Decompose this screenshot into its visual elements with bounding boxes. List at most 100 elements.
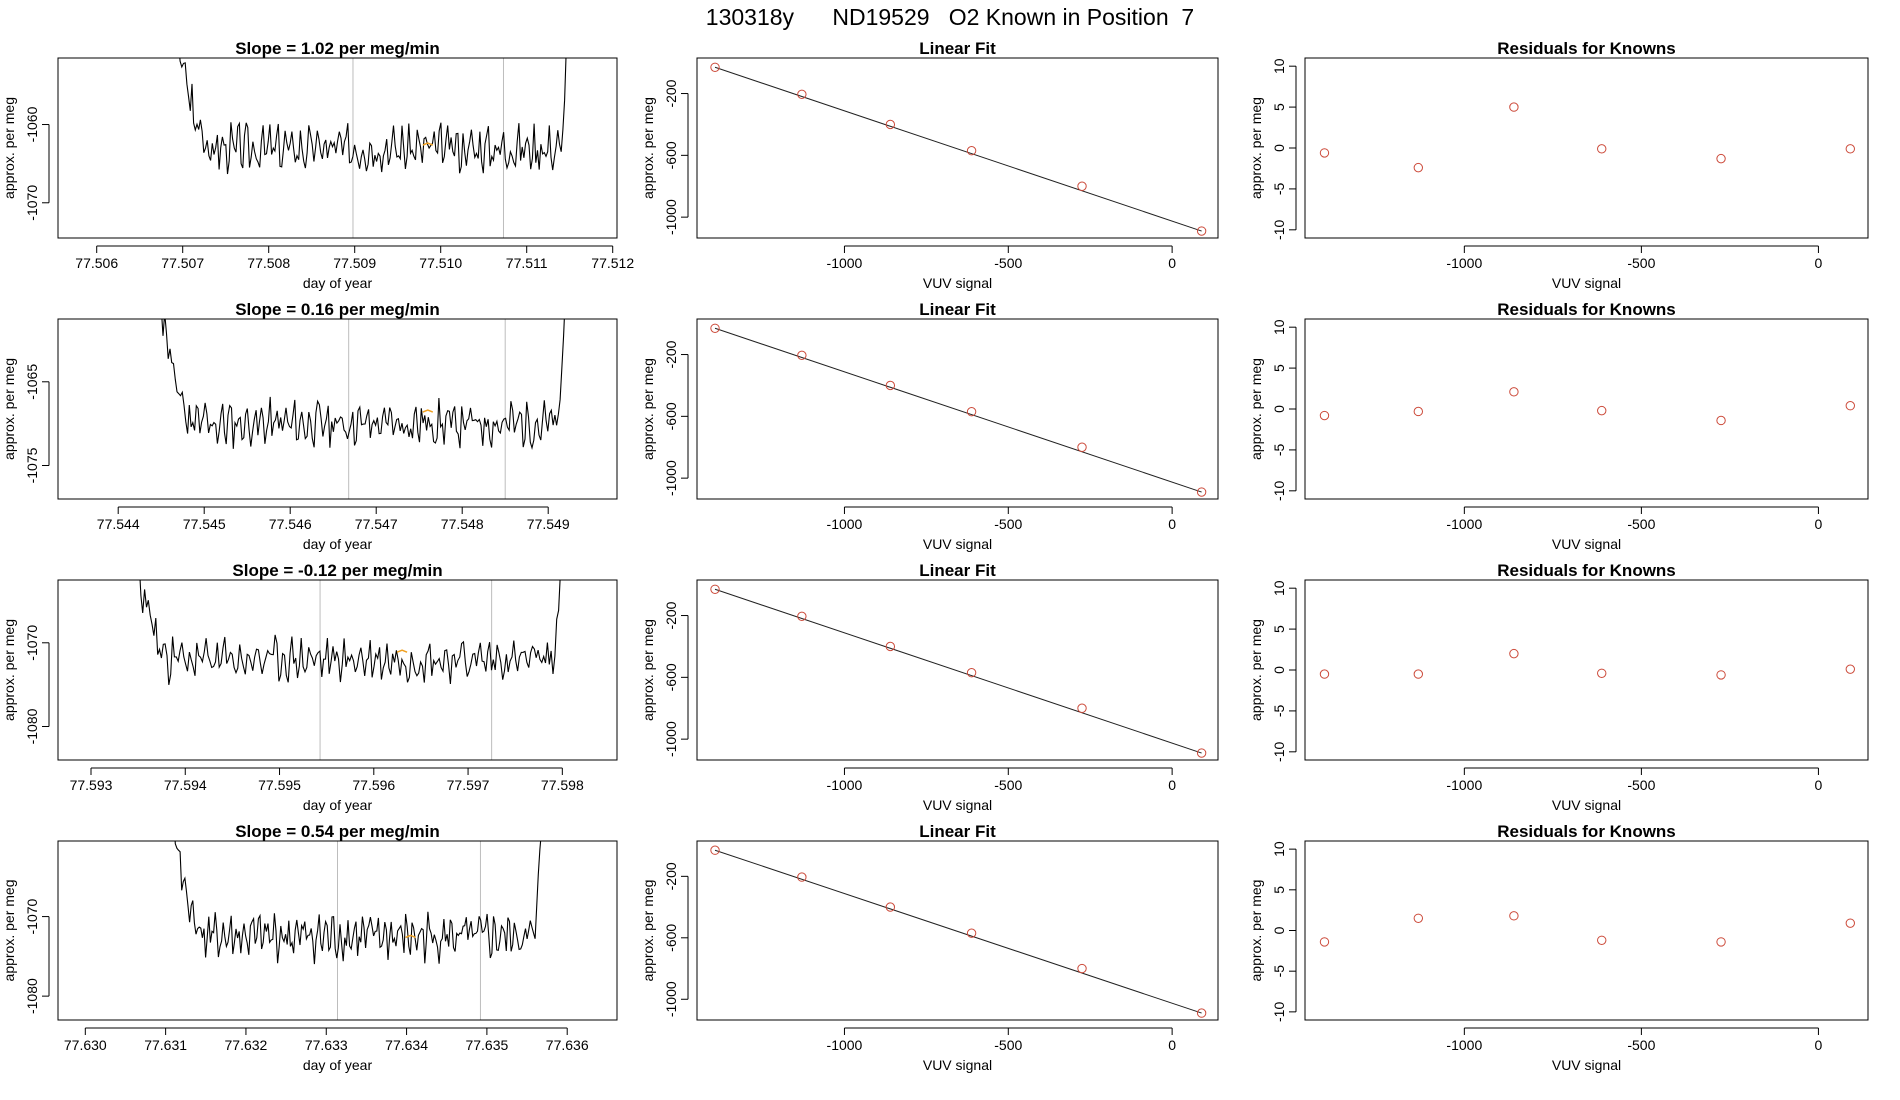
panel-1-1-x-tick-label-1: -500 — [994, 516, 1022, 532]
panel-3-2-ylabel: approx. per meg — [1248, 880, 1264, 982]
panel-1-0-ylabel: approx. per meg — [1, 358, 17, 460]
panel-0-1-point-4 — [1077, 181, 1087, 191]
panel-2-2-ylabel: approx. per meg — [1248, 619, 1264, 721]
panel-1-1-x-tick-label-2: 0 — [1168, 516, 1176, 532]
panel-1-1-point-4 — [1077, 442, 1087, 452]
panel-2-0-trace — [139, 580, 561, 685]
panel-1-2-point-3 — [1597, 405, 1607, 416]
panel-2-0-x-tick-label-3: 77.596 — [352, 777, 395, 793]
panel-0-2-y-tick-label-1: 5 — [1271, 103, 1287, 111]
panel-3-2-point-1 — [1413, 913, 1424, 923]
panel-1-0-x-tick-label-5: 77.549 — [527, 516, 570, 532]
panel-1-2-y-tick-label-0: 10 — [1271, 319, 1287, 335]
panel-0-2-point-1 — [1413, 162, 1424, 173]
panel-0-0-frame — [57, 57, 618, 239]
panel-0-0-x-tick-label-5: 77.511 — [506, 255, 548, 271]
panel-0-2-x-tick-label-0: -1000 — [1446, 255, 1482, 271]
panel-1-0-x-tick-label-0: 77.544 — [97, 516, 140, 532]
panel-2-0-x-tick-label-0: 77.593 — [70, 777, 113, 793]
panel-0-0-x-tick-label-6: 77.512 — [591, 255, 634, 271]
panel-1-1-ylabel: approx. per meg — [640, 358, 656, 460]
panel-0-1-frame — [696, 57, 1219, 239]
panel-3-1-ylabel: approx. per meg — [640, 880, 656, 982]
panel-0-0-x-tick-label-0: 77.506 — [75, 255, 118, 271]
panel-3-2-point-2 — [1509, 911, 1519, 921]
panel-1-2-x-tick-label-1: -500 — [1627, 516, 1655, 532]
page-title: 130318y ND19529 O2 Known in Position 7 — [705, 4, 1195, 30]
panel-2-0-x-tick-label-5: 77.598 — [541, 777, 584, 793]
panel-3-2-xlabel: VUV signal — [1552, 1057, 1621, 1073]
panel-1-2-point-4 — [1716, 415, 1726, 426]
panel-0-2-point-5 — [1845, 144, 1855, 154]
panel-0-2-title: Residuals for Knowns — [1497, 39, 1676, 58]
panel-0-1-x-tick-label-0: -1000 — [827, 255, 863, 271]
panel-0-1-ylabel: approx. per meg — [640, 97, 656, 199]
panel-0-0-x-tick-label-2: 77.508 — [247, 255, 290, 271]
panel-1-0-marker — [422, 409, 434, 413]
panel-2-0-frame — [57, 579, 618, 761]
panel-2-2-y-tick-label-3: -5 — [1271, 704, 1287, 717]
panel-1-1-y-tick-label-0: -200 — [663, 340, 679, 368]
panel-3-0-x-tick-label-2: 77.632 — [225, 1037, 268, 1053]
panel-2-0-marker — [396, 649, 408, 653]
panel-1-1-y-tick-label-2: -1000 — [663, 460, 679, 496]
panel-1-1-point-1 — [797, 350, 807, 361]
panel-2-1-x-tick-label-1: -500 — [994, 777, 1022, 793]
panel-2-1-y-tick-label-0: -200 — [663, 601, 679, 629]
panel-2-2-title: Residuals for Knowns — [1497, 561, 1676, 580]
panel-1-2-y-tick-label-1: 5 — [1271, 364, 1287, 372]
panel-3-1-point-2 — [885, 902, 896, 912]
panel-2-0-title: Slope = -0.12 per meg/min — [232, 561, 442, 580]
panel-2-2-y-tick-label-2: 0 — [1271, 666, 1287, 674]
panel-1-2-x-tick-label-0: -1000 — [1446, 516, 1482, 532]
panel-1-0-title: Slope = 0.16 per meg/min — [235, 300, 440, 319]
panel-3-2-y-tick-label-4: -10 — [1271, 1002, 1287, 1022]
panel-3-2-title: Residuals for Knowns — [1497, 822, 1676, 841]
panel-0-2-y-tick-label-2: 0 — [1271, 144, 1287, 152]
panel-3-2-y-tick-label-0: 10 — [1271, 841, 1287, 857]
panel-2-0-x-tick-label-4: 77.597 — [447, 777, 490, 793]
panel-2-2-y-tick-label-4: -10 — [1271, 741, 1287, 761]
panel-3-0-title: Slope = 0.54 per meg/min — [235, 822, 440, 841]
panel-1-0-xlabel: day of year — [303, 536, 373, 552]
panel-1-0-trace — [161, 319, 565, 451]
panel-3-2-x-tick-label-2: 0 — [1815, 1037, 1823, 1053]
panel-2-1-point-3 — [966, 668, 977, 678]
panel-1-2-xlabel: VUV signal — [1552, 536, 1621, 552]
panel-2-0-y-tick-label-1: -1080 — [24, 708, 40, 744]
panel-2-0-xlabel: day of year — [303, 797, 373, 813]
panel-3-0-x-tick-label-6: 77.636 — [546, 1037, 589, 1053]
panel-1-2-y-tick-label-3: -5 — [1271, 443, 1287, 456]
panel-1-1-frame — [696, 318, 1219, 500]
panel-1-2-title: Residuals for Knowns — [1497, 300, 1676, 319]
panel-2-2-x-tick-label-1: -500 — [1627, 777, 1655, 793]
panel-0-2-ylabel: approx. per meg — [1248, 97, 1264, 199]
panel-3-0-trace — [174, 841, 542, 965]
panel-0-0-trace — [179, 58, 567, 175]
panel-2-1-y-tick-label-2: -1000 — [663, 721, 679, 757]
panel-1-1-point-2 — [885, 380, 896, 391]
panel-0-0-title: Slope = 1.02 per meg/min — [235, 39, 440, 58]
panel-1-0-x-tick-label-3: 77.547 — [355, 516, 398, 532]
panel-0-2-x-tick-label-1: -500 — [1627, 255, 1655, 271]
panel-0-0-x-tick-label-4: 77.510 — [419, 255, 462, 271]
panel-3-1-point-0 — [710, 845, 720, 855]
panel-1-2-x-tick-label-2: 0 — [1815, 516, 1823, 532]
panel-3-1-fit-line — [714, 849, 1202, 1014]
panel-2-1-xlabel: VUV signal — [923, 797, 992, 813]
panel-2-2-point-3 — [1597, 668, 1607, 678]
panel-2-1-point-2 — [885, 641, 896, 652]
panel-0-2-frame — [1304, 57, 1869, 239]
panel-1-2-point-5 — [1845, 401, 1855, 411]
panel-0-0-y-tick-label-1: -1070 — [24, 185, 40, 221]
panel-1-0-x-tick-label-4: 77.548 — [441, 516, 484, 532]
panel-3-1-point-4 — [1077, 963, 1087, 974]
panel-3-2-y-tick-label-2: 0 — [1271, 926, 1287, 934]
panel-1-0-y-tick-label-1: -1075 — [24, 447, 40, 483]
panel-2-1-point-1 — [797, 611, 807, 622]
panel-1-1-point-3 — [966, 407, 977, 417]
panel-0-1-x-tick-label-1: -500 — [994, 255, 1022, 271]
panel-2-2-point-4 — [1716, 670, 1726, 680]
panel-1-2-point-0 — [1319, 410, 1330, 421]
